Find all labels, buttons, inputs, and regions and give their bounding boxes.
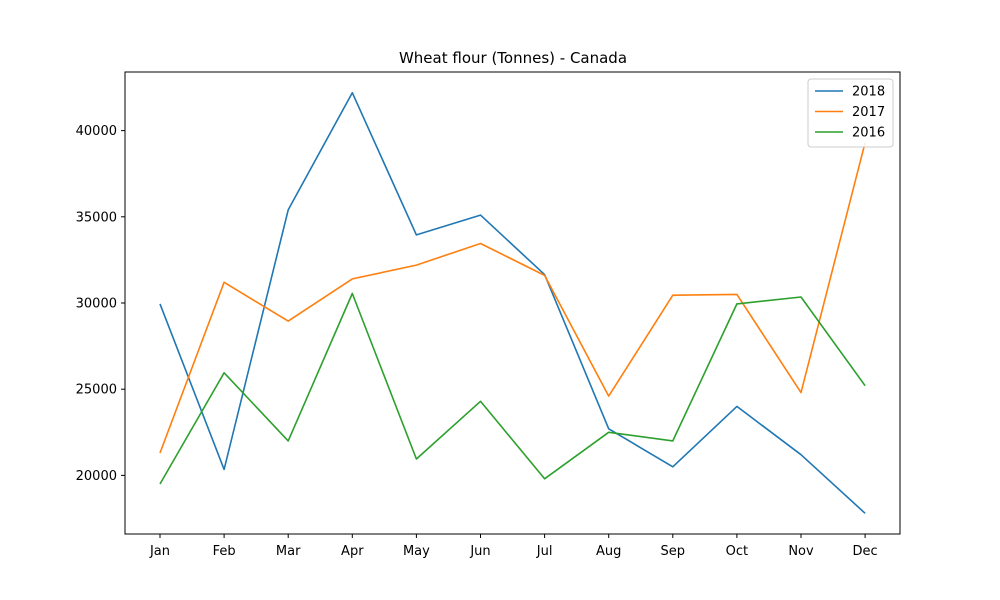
series-lines bbox=[159, 91, 866, 514]
plot-area bbox=[125, 72, 900, 534]
x-tick-label: Nov bbox=[788, 544, 814, 559]
series-line-2017 bbox=[159, 142, 866, 454]
y-tick-label: 30000 bbox=[76, 297, 117, 312]
y-tick-label: 40000 bbox=[76, 124, 117, 139]
legend-label-2018: 2018 bbox=[852, 85, 885, 100]
plot-frame bbox=[124, 71, 901, 535]
y-tick-label: 25000 bbox=[76, 383, 117, 398]
x-tick-label: Sep bbox=[661, 544, 686, 559]
x-tick-label: Oct bbox=[726, 544, 748, 559]
x-tick-label: Jul bbox=[536, 544, 553, 559]
x-tick-label: Aug bbox=[596, 544, 621, 559]
y-axis: 20000 25000 30000 35000 40000 bbox=[76, 124, 125, 484]
series-line-2016 bbox=[159, 292, 866, 485]
series-line-2018 bbox=[159, 91, 866, 514]
chart-title: Wheat flour (Tonnes) - Canada bbox=[399, 49, 627, 67]
x-tick-label: Dec bbox=[853, 544, 878, 559]
legend-box bbox=[807, 78, 894, 148]
legend-label-2017: 2017 bbox=[852, 105, 885, 120]
x-tick-label: Mar bbox=[276, 544, 301, 559]
x-tick-label: Jan bbox=[149, 544, 170, 559]
x-tick-label: May bbox=[403, 544, 430, 559]
legend-label-2016: 2016 bbox=[852, 126, 885, 141]
y-tick-label: 20000 bbox=[76, 469, 117, 484]
x-tick-label: Apr bbox=[341, 544, 364, 559]
y-tick-label: 35000 bbox=[76, 210, 117, 225]
x-tick-label: Jun bbox=[469, 544, 490, 559]
x-tick-label: Feb bbox=[213, 544, 236, 559]
legend: 2018 2017 2016 bbox=[807, 78, 894, 148]
x-axis: Jan Feb Mar Apr May Jun Jul Aug Sep Oct Nov Dec bbox=[149, 534, 878, 559]
